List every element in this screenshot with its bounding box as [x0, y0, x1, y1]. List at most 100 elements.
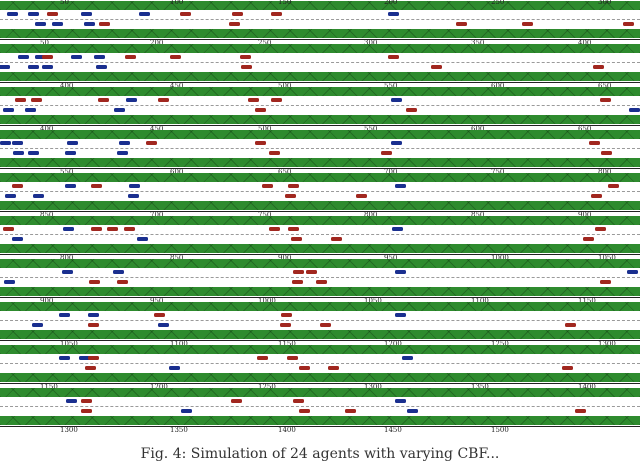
obstacle-vehicle [125, 55, 136, 59]
figure-caption: Fig. 4: Simulation of 24 agents with var… [140, 446, 500, 462]
agent-vehicle [81, 12, 92, 16]
agent-vehicle [119, 141, 130, 145]
road-panel: 1150 1200 1250 1300 1350 1400 [0, 344, 640, 391]
tick-label: 1150 [578, 297, 596, 305]
obstacle-vehicle [146, 141, 157, 145]
agent-vehicle [126, 98, 137, 102]
agent-vehicle [114, 108, 125, 112]
tick-label: 600 [471, 125, 485, 133]
grass-strip-top [0, 173, 640, 182]
obstacle-vehicle [406, 108, 417, 112]
obstacle-vehicle [281, 313, 292, 317]
tick-label: 250 [258, 39, 272, 47]
grass-strip-bottom [0, 244, 640, 253]
tick-label: 550 [384, 82, 398, 90]
obstacle-vehicle [299, 409, 310, 413]
agent-vehicle [128, 194, 139, 198]
agent-vehicle [629, 108, 640, 112]
agent-vehicle [96, 65, 107, 69]
obstacle-vehicle [124, 227, 135, 231]
road-lanes [0, 53, 640, 72]
tick-label: 1100 [471, 297, 489, 305]
obstacle-vehicle [154, 313, 165, 317]
tick-label: 1100 [170, 340, 188, 348]
obstacle-vehicle [388, 55, 399, 59]
tick-label: 1400 [578, 383, 596, 391]
axis-line [0, 82, 640, 83]
lane-divider [0, 234, 640, 235]
agent-vehicle [13, 151, 24, 155]
obstacle-vehicle [262, 184, 273, 188]
agent-vehicle [88, 313, 99, 317]
obstacle-vehicle [241, 65, 252, 69]
agent-vehicle [117, 151, 128, 155]
tick-label: 250 [491, 0, 505, 6]
obstacle-vehicle [88, 356, 99, 360]
road-panel: 400 450 500 550 600 650 [0, 86, 640, 133]
tick-label: 650 [578, 125, 592, 133]
agent-vehicle [65, 151, 76, 155]
tick-label: 850 [40, 211, 54, 219]
lane-divider [0, 320, 640, 321]
road-lanes [0, 10, 640, 29]
agent-vehicle [395, 184, 406, 188]
agent-vehicle [35, 22, 46, 26]
tick-label: 950 [150, 297, 164, 305]
grass-strip-bottom [0, 201, 640, 210]
tick-label: 900 [40, 297, 54, 305]
lane-divider [0, 191, 640, 192]
axis-line [0, 39, 640, 40]
lane-divider [0, 62, 640, 63]
agent-vehicle [71, 55, 82, 59]
obstacle-vehicle [98, 98, 109, 102]
obstacle-vehicle [269, 151, 280, 155]
obstacle-vehicle [170, 55, 181, 59]
tick-label: 700 [384, 168, 398, 176]
obstacle-vehicle [299, 366, 310, 370]
agent-vehicle [0, 65, 10, 69]
tick-label: 700 [150, 211, 164, 219]
agent-vehicle [113, 270, 124, 274]
snapshot-panels: 50 100 150 200 250 300 50 200 250 300 350 400 400 450… [0, 0, 640, 434]
agent-vehicle [627, 270, 638, 274]
grass-strip-bottom [0, 373, 640, 382]
tick-label: 1250 [258, 383, 276, 391]
obstacle-vehicle [575, 409, 586, 413]
tick-label: 1400 [278, 426, 296, 434]
obstacle-vehicle [81, 399, 92, 403]
axis-line [0, 383, 640, 384]
road-panel: 850 700 750 800 850 900 [0, 172, 640, 219]
tick-label: 400 [578, 39, 592, 47]
obstacle-vehicle [320, 323, 331, 327]
tick-label: 750 [491, 168, 505, 176]
tick-label: 1450 [384, 426, 402, 434]
obstacle-vehicle [81, 409, 92, 413]
obstacle-vehicle [431, 65, 442, 69]
obstacle-vehicle [47, 12, 58, 16]
tick-label: 650 [278, 168, 292, 176]
agent-vehicle [35, 55, 46, 59]
grass-strip-top [0, 87, 640, 96]
road-lanes [0, 96, 640, 115]
tick-label: 1050 [364, 297, 382, 305]
obstacle-vehicle [293, 399, 304, 403]
road-panel: 50 100 150 200 250 300 50 200 250 300 350 400 [0, 0, 640, 47]
agent-vehicle [5, 194, 16, 198]
road-lanes [0, 225, 640, 244]
obstacle-vehicle [288, 227, 299, 231]
obstacle-vehicle [248, 98, 259, 102]
tick-label: 550 [364, 125, 378, 133]
tick-label: 1050 [598, 254, 616, 262]
obstacle-vehicle [291, 237, 302, 241]
tick-label: 350 [471, 39, 485, 47]
agent-vehicle [12, 237, 23, 241]
grass-strip-top [0, 1, 640, 10]
agent-vehicle [4, 280, 15, 284]
obstacle-vehicle [288, 184, 299, 188]
agent-vehicle [59, 356, 70, 360]
road-panel: 800 850 900 950 1000 1050 [0, 215, 640, 262]
agent-vehicle [407, 409, 418, 413]
tick-label: 50 [60, 0, 69, 6]
agent-vehicle [395, 399, 406, 403]
agent-vehicle [137, 237, 148, 241]
